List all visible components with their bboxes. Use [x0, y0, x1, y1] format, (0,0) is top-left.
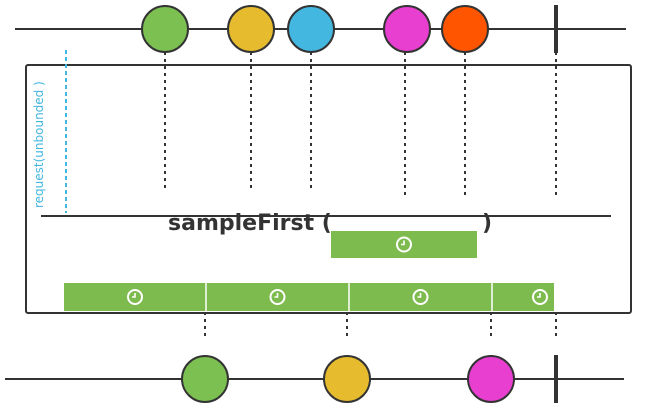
operator-close: ) [482, 211, 492, 236]
request-label: request(unbounded ) [32, 81, 46, 208]
companion-timer [331, 231, 477, 258]
source-marble-yellow [227, 5, 275, 53]
source-marble-orange [441, 5, 489, 53]
clock-icon [127, 289, 143, 305]
clock-icon [396, 236, 412, 253]
output-marble-yellow [323, 355, 371, 403]
source-marble-blue [287, 5, 335, 53]
output-marble-magenta [467, 355, 515, 403]
operator-name: sampleFirst ( [168, 211, 332, 236]
window-timer-bar [492, 283, 554, 311]
source-marble-magenta [383, 5, 431, 53]
output-marble-green [181, 355, 229, 403]
clock-icon [269, 289, 286, 305]
operator-box [25, 64, 632, 314]
clock-icon [532, 289, 548, 305]
clock-icon [412, 289, 429, 305]
window-timers [64, 283, 554, 311]
source-marble-green [141, 5, 189, 53]
